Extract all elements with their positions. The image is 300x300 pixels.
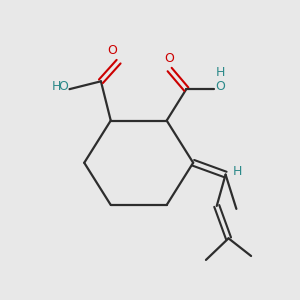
Text: O: O	[165, 52, 175, 65]
Text: H: H	[233, 165, 242, 178]
Text: H: H	[215, 67, 225, 80]
Text: O: O	[107, 44, 117, 57]
Text: O: O	[58, 80, 68, 93]
Text: O: O	[215, 80, 225, 93]
Text: H: H	[51, 80, 61, 93]
